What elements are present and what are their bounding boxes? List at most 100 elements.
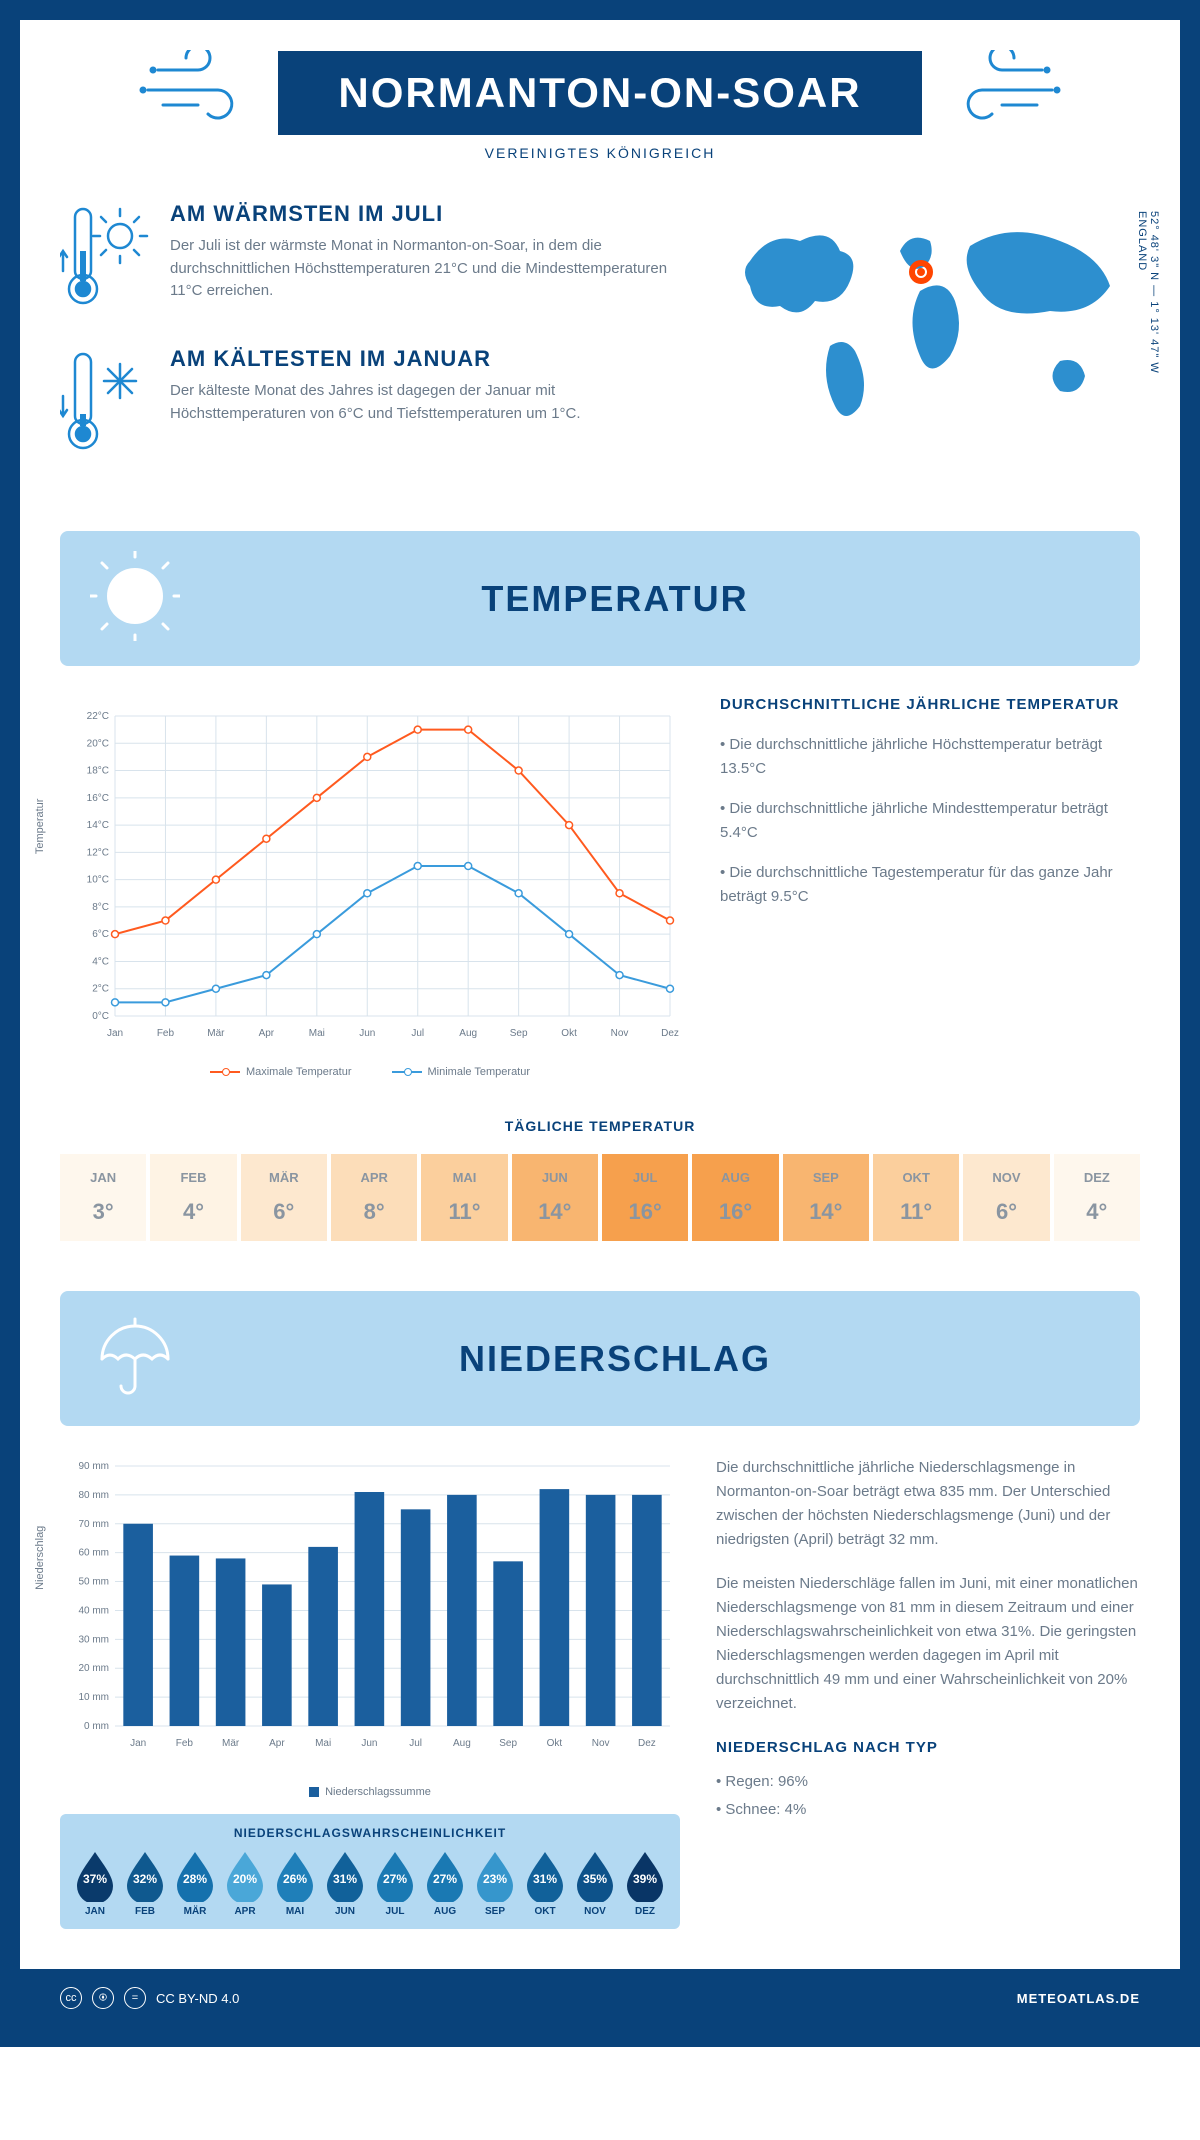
svg-text:90 mm: 90 mm bbox=[78, 1461, 109, 1472]
footer: cc 🅯 = CC BY-ND 4.0 METEOATLAS.DE bbox=[20, 1969, 1180, 2027]
svg-text:Nov: Nov bbox=[592, 1738, 610, 1749]
section-precipitation: NIEDERSCHLAG bbox=[60, 1291, 1140, 1426]
daily-cell: AUG16° bbox=[692, 1154, 778, 1241]
license-text: CC BY-ND 4.0 bbox=[156, 1991, 239, 2006]
svg-text:Sep: Sep bbox=[499, 1738, 517, 1749]
probability-drop: 37%JAN bbox=[72, 1850, 118, 1917]
section-temperature: TEMPERATUR bbox=[60, 531, 1140, 666]
page-title: NORMANTON-ON-SOAR bbox=[338, 69, 861, 117]
svg-text:50 mm: 50 mm bbox=[78, 1577, 109, 1588]
svg-text:Jan: Jan bbox=[107, 1028, 123, 1039]
daily-cell: FEB4° bbox=[150, 1154, 236, 1241]
fact-warm: AM WÄRMSTEN IM JULI Der Juli ist der wär… bbox=[60, 201, 690, 316]
svg-text:Mai: Mai bbox=[309, 1028, 325, 1039]
probability-drop: 32%FEB bbox=[122, 1850, 168, 1917]
svg-text:Aug: Aug bbox=[459, 1028, 477, 1039]
wind-icon bbox=[138, 50, 258, 135]
svg-text:0°C: 0°C bbox=[92, 1011, 109, 1022]
temp-bullet: • Die durchschnittliche jährliche Höchst… bbox=[720, 733, 1140, 781]
daily-cell: NOV6° bbox=[963, 1154, 1049, 1241]
chart-ylabel: Niederschlag bbox=[34, 1526, 46, 1590]
svg-text:Jun: Jun bbox=[361, 1738, 377, 1749]
precip-bullet: • Regen: 96% bbox=[716, 1770, 1140, 1794]
by-icon: 🅯 bbox=[92, 1987, 114, 2009]
thermometer-hot-icon bbox=[60, 201, 150, 316]
fact-warm-text: Der Juli ist der wärmste Monat in Norman… bbox=[170, 235, 690, 303]
section-title: TEMPERATUR bbox=[210, 578, 1020, 620]
daily-cell: MÄR6° bbox=[241, 1154, 327, 1241]
svg-text:80 mm: 80 mm bbox=[78, 1490, 109, 1501]
legend-precip: Niederschlagssumme bbox=[325, 1786, 431, 1798]
temp-bullet: • Die durchschnittliche Tagestemperatur … bbox=[720, 861, 1140, 909]
coords: 52° 48' 3" N — 1° 13' 47" W bbox=[1148, 211, 1160, 374]
fact-cold: AM KÄLTESTEN IM JANUAR Der kälteste Mona… bbox=[60, 346, 690, 461]
svg-text:Dez: Dez bbox=[661, 1028, 679, 1039]
precip-bullet: • Schnee: 4% bbox=[716, 1798, 1140, 1822]
svg-text:30 mm: 30 mm bbox=[78, 1634, 109, 1645]
fact-warm-title: AM WÄRMSTEN IM JULI bbox=[170, 201, 690, 227]
probability-drop: 27%JUL bbox=[372, 1850, 418, 1917]
svg-text:Feb: Feb bbox=[157, 1028, 175, 1039]
svg-text:8°C: 8°C bbox=[92, 902, 109, 913]
svg-text:20°C: 20°C bbox=[87, 738, 109, 749]
daily-cell: JUN14° bbox=[512, 1154, 598, 1241]
probability-drop: 28%MÄR bbox=[172, 1850, 218, 1917]
chart-legend: Maximale Temperatur Minimale Temperatur bbox=[60, 1066, 680, 1078]
legend-min: Minimale Temperatur bbox=[428, 1066, 531, 1078]
probability-box: NIEDERSCHLAGSWAHRSCHEINLICHKEIT 37%JAN32… bbox=[60, 1814, 680, 1929]
svg-text:40 mm: 40 mm bbox=[78, 1605, 109, 1616]
svg-text:Mär: Mär bbox=[207, 1028, 225, 1039]
title-banner: NORMANTON-ON-SOAR bbox=[278, 51, 921, 135]
svg-text:12°C: 12°C bbox=[87, 847, 109, 858]
region: ENGLAND bbox=[1136, 211, 1148, 271]
svg-text:18°C: 18°C bbox=[87, 766, 109, 777]
probability-drop: 39%DEZ bbox=[622, 1850, 668, 1917]
svg-text:Apr: Apr bbox=[259, 1028, 275, 1039]
temp-text-heading: DURCHSCHNITTLICHE JÄHRLICHE TEMPERATUR bbox=[720, 696, 1140, 713]
svg-text:Jan: Jan bbox=[130, 1738, 146, 1749]
svg-text:10°C: 10°C bbox=[87, 875, 109, 886]
sun-icon bbox=[90, 551, 180, 646]
svg-text:Mär: Mär bbox=[222, 1738, 240, 1749]
section-title: NIEDERSCHLAG bbox=[210, 1338, 1020, 1380]
nd-icon: = bbox=[124, 1987, 146, 2009]
chart-legend: Niederschlagssumme bbox=[60, 1786, 680, 1798]
prob-title: NIEDERSCHLAGSWAHRSCHEINLICHKEIT bbox=[72, 1826, 668, 1840]
fact-cold-title: AM KÄLTESTEN IM JANUAR bbox=[170, 346, 690, 372]
daily-cell: SEP14° bbox=[783, 1154, 869, 1241]
thermometer-cold-icon bbox=[60, 346, 150, 461]
svg-text:Nov: Nov bbox=[611, 1028, 629, 1039]
svg-text:Feb: Feb bbox=[176, 1738, 194, 1749]
subtitle: VEREINIGTES KÖNIGREICH bbox=[60, 145, 1140, 161]
daily-cell: MAI11° bbox=[421, 1154, 507, 1241]
probability-drop: 20%APR bbox=[222, 1850, 268, 1917]
svg-text:Jun: Jun bbox=[359, 1028, 375, 1039]
temp-bullet: • Die durchschnittliche jährliche Mindes… bbox=[720, 797, 1140, 845]
svg-text:22°C: 22°C bbox=[87, 711, 109, 722]
probability-drop: 31%JUN bbox=[322, 1850, 368, 1917]
precip-type-heading: NIEDERSCHLAG NACH TYP bbox=[716, 1736, 1140, 1760]
svg-text:Jul: Jul bbox=[411, 1028, 424, 1039]
header: NORMANTON-ON-SOAR bbox=[60, 50, 1140, 135]
svg-text:14°C: 14°C bbox=[87, 820, 109, 831]
world-map: 52° 48' 3" N — 1° 13' 47" W ENGLAND bbox=[720, 201, 1140, 491]
svg-text:Aug: Aug bbox=[453, 1738, 471, 1749]
svg-text:4°C: 4°C bbox=[92, 956, 109, 967]
svg-text:Okt: Okt bbox=[547, 1738, 563, 1749]
svg-text:0 mm: 0 mm bbox=[84, 1721, 109, 1732]
fact-cold-text: Der kälteste Monat des Jahres ist dagege… bbox=[170, 380, 690, 425]
svg-text:10 mm: 10 mm bbox=[78, 1692, 109, 1703]
svg-text:Okt: Okt bbox=[561, 1028, 577, 1039]
cc-icon: cc bbox=[60, 1987, 82, 2009]
daily-cell: JUL16° bbox=[602, 1154, 688, 1241]
site-name: METEOATLAS.DE bbox=[1017, 1991, 1140, 2006]
svg-text:60 mm: 60 mm bbox=[78, 1548, 109, 1559]
umbrella-icon bbox=[90, 1311, 180, 1406]
svg-text:Jul: Jul bbox=[409, 1738, 422, 1749]
daily-title: TÄGLICHE TEMPERATUR bbox=[60, 1118, 1140, 1134]
svg-text:Apr: Apr bbox=[269, 1738, 285, 1749]
precipitation-chart: Niederschlag 0 mm10 mm20 mm30 mm40 mm50 … bbox=[60, 1456, 680, 1776]
probability-drop: 26%MAI bbox=[272, 1850, 318, 1917]
probability-drop: 31%OKT bbox=[522, 1850, 568, 1917]
precip-para: Die durchschnittliche jährliche Niedersc… bbox=[716, 1456, 1140, 1552]
